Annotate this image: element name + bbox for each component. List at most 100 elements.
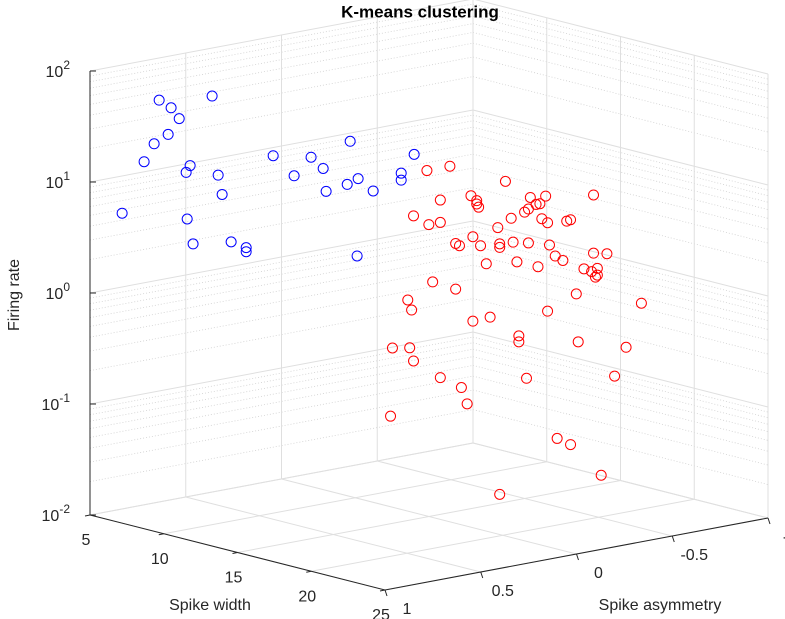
- data-point: [473, 201, 485, 213]
- y-tick: [671, 535, 675, 543]
- z-axis-title: Firing rate: [6, 259, 23, 331]
- data-point: [421, 165, 433, 177]
- y-tick-label: 0: [594, 565, 603, 582]
- minor-grid-line: [89, 42, 474, 116]
- data-point: [148, 138, 160, 150]
- y-tick: [767, 517, 771, 525]
- z-tick-exp: -1: [59, 391, 70, 405]
- data-point: [444, 160, 456, 172]
- data-point: [494, 488, 506, 500]
- data-point: [588, 247, 600, 259]
- data-point: [212, 169, 224, 181]
- data-point: [586, 266, 598, 278]
- data-point: [162, 128, 174, 140]
- z-tick-exp: 1: [63, 169, 70, 183]
- minor-grid-line: [89, 153, 474, 227]
- data-point: [240, 242, 252, 254]
- minor-grid-line: [89, 134, 474, 208]
- data-point: [578, 263, 590, 275]
- minor-grid-line: [89, 365, 474, 438]
- data-point: [565, 439, 577, 451]
- minor-grid-line: [89, 298, 474, 371]
- data-point: [453, 240, 465, 252]
- data-point: [591, 262, 603, 274]
- data-point: [408, 210, 420, 222]
- minor-grid-line: [89, 167, 474, 241]
- data-point: [467, 231, 479, 243]
- x-tick: [158, 533, 164, 536]
- data-point: [404, 342, 416, 354]
- data-point: [601, 248, 613, 260]
- grid-line: [185, 496, 481, 573]
- minor-grid-line: [89, 245, 474, 319]
- z-tick-base: 10: [42, 397, 60, 414]
- data-point: [165, 102, 177, 114]
- data-point: [434, 372, 446, 384]
- data-point: [395, 167, 407, 179]
- x-tick-label: 5: [82, 532, 91, 549]
- minor-grid-line: [89, 126, 474, 200]
- data-point: [565, 214, 577, 226]
- z-tick-label: 101: [46, 169, 71, 192]
- x-tick-label: 15: [225, 570, 243, 587]
- data-point: [494, 238, 506, 250]
- data-point: [351, 250, 363, 262]
- data-point: [206, 90, 218, 102]
- data-point: [494, 241, 506, 253]
- data-point: [475, 240, 487, 252]
- data-point: [620, 341, 632, 353]
- data-point: [434, 194, 446, 206]
- y-axis-title: Spike asymmetry: [599, 597, 722, 614]
- z-tick-label: 100: [46, 280, 71, 303]
- data-point: [341, 178, 353, 190]
- data-point: [471, 198, 483, 210]
- data-point: [455, 382, 467, 394]
- minor-grid-line: [89, 225, 474, 299]
- minor-grid-line: [89, 56, 474, 130]
- minor-grid-line: [89, 389, 474, 463]
- data-point: [542, 305, 554, 317]
- data-point: [352, 173, 364, 185]
- data-point: [180, 166, 192, 178]
- x-tick-label: 25: [372, 607, 390, 619]
- minor-grid-line: [89, 375, 474, 449]
- minor-grid-line: [89, 9, 474, 83]
- x-tick: [232, 552, 238, 554]
- grid-line: [281, 478, 577, 555]
- data-point: [305, 151, 317, 163]
- y-tick: [576, 553, 579, 561]
- data-point: [507, 236, 519, 248]
- data-point: [572, 336, 584, 348]
- data-point: [542, 217, 554, 229]
- minor-grid-line: [89, 231, 474, 305]
- data-point: [513, 330, 525, 342]
- minor-grid-line: [89, 348, 474, 422]
- data-point: [461, 398, 473, 410]
- data-point: [467, 315, 479, 327]
- z-tick-exp: -2: [59, 502, 70, 516]
- minor-grid-line: [89, 342, 474, 416]
- data-point: [184, 160, 196, 172]
- x-tick-label: 20: [298, 588, 316, 605]
- data-point: [434, 216, 446, 228]
- z-tick-base: 10: [46, 286, 64, 303]
- minor-grid-line: [89, 409, 474, 482]
- data-point: [551, 432, 563, 444]
- data-point: [385, 410, 397, 422]
- x-tick: [379, 589, 386, 592]
- minor-grid-line: [89, 23, 474, 97]
- data-point: [543, 239, 555, 251]
- data-point: [557, 254, 569, 266]
- data-point: [173, 113, 185, 125]
- data-point: [367, 185, 379, 197]
- minor-grid-line: [89, 356, 474, 430]
- data-point: [532, 261, 544, 273]
- grid-line: [472, 442, 769, 519]
- minor-grid-line: [89, 120, 474, 194]
- x-tick: [306, 570, 312, 573]
- data-point: [408, 148, 420, 160]
- data-point: [609, 370, 621, 382]
- y-tick-label: 1: [403, 601, 412, 618]
